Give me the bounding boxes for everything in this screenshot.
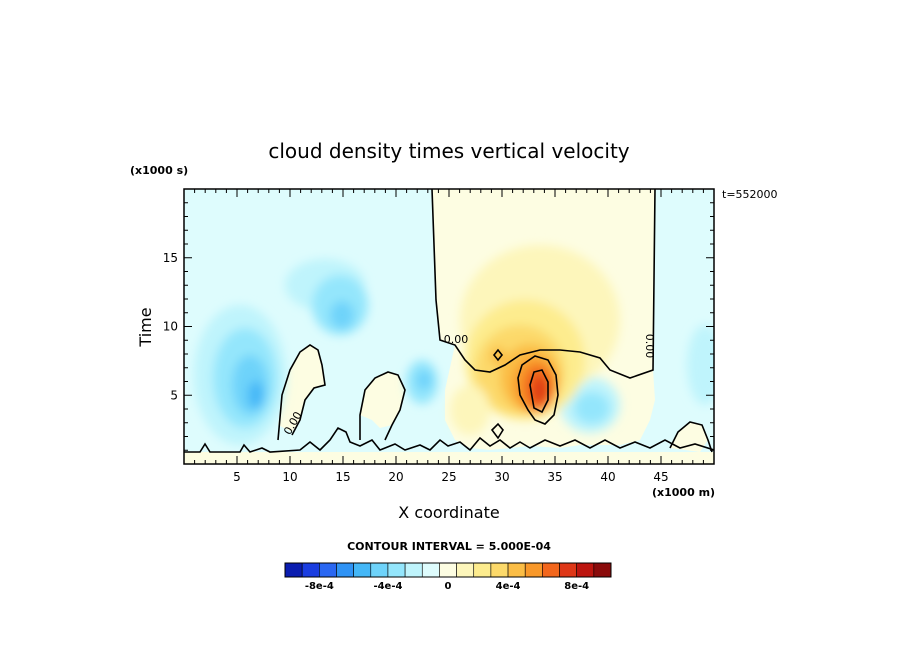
- colorbar-swatch: [576, 562, 595, 578]
- colorbar-label: -8e-4: [305, 581, 334, 592]
- x-tick-label: 40: [600, 470, 615, 484]
- pos-core: [533, 376, 547, 404]
- colorbar-swatch: [319, 562, 337, 578]
- colorbar-swatch: [336, 562, 354, 578]
- zero-contour-main: [431, 189, 656, 379]
- colorbar-swatch: [301, 562, 320, 578]
- y-axis-label: Time: [136, 307, 155, 347]
- colorbar-swatch: [370, 562, 389, 578]
- positive-bump-b: [360, 372, 405, 428]
- colorbar-swatch: [421, 562, 440, 578]
- contour-interval: CONTOUR INTERVAL = 5.000E-04: [347, 540, 551, 553]
- colorbar-frame: [284, 562, 612, 578]
- colorbar-swatch: [524, 562, 543, 578]
- colorbar-swatch: [593, 562, 612, 578]
- neg-mid-core: [416, 370, 432, 390]
- contour-hatch: [490, 422, 504, 440]
- neg-right-inner: [574, 392, 610, 424]
- x-tick-label: 5: [233, 470, 241, 484]
- colorbar-label: 0: [445, 581, 452, 592]
- y-tick-label: 15: [163, 251, 178, 265]
- colorbar-swatch: [559, 562, 577, 578]
- x-tick-label: 30: [494, 470, 509, 484]
- x-unit-label: (x1000 m): [652, 486, 715, 499]
- neg-upper-inner: [330, 301, 354, 329]
- positive-bump-a: [278, 345, 325, 432]
- colorbar-swatch: [473, 562, 492, 578]
- y-tick-labels: 5 10 15: [163, 251, 178, 403]
- neg-left-inner: [232, 355, 268, 415]
- axis-ticks: [184, 189, 714, 464]
- time-label: t=552000: [722, 188, 778, 201]
- contour-label-3: 0.00: [643, 334, 656, 359]
- zero-contour-surface: [184, 426, 714, 453]
- colorbar-label: 8e-4: [564, 581, 589, 592]
- chart-title: cloud density times vertical velocity: [268, 139, 629, 163]
- x-axis-label: X coordinate: [398, 503, 499, 522]
- y-tick-label: 5: [170, 388, 178, 402]
- zero-contours: [184, 189, 714, 453]
- colorbar-swatch: [439, 562, 457, 578]
- contour-label-1: 0.00: [444, 333, 469, 346]
- neg-left-core: [248, 381, 264, 409]
- colorbar-swatch: [353, 562, 372, 578]
- colorbar-label: -4e-4: [373, 581, 402, 592]
- contour-core-inner: [529, 369, 549, 414]
- x-tick-label: 20: [388, 470, 403, 484]
- colorbar-swatch: [490, 562, 509, 578]
- x-tick-label: 25: [441, 470, 456, 484]
- colorbar-swatch: [542, 562, 560, 578]
- y-tick-label: 10: [163, 320, 178, 334]
- colorbar-swatch: [507, 562, 526, 578]
- x-tick-label: 15: [335, 470, 350, 484]
- x-tick-label: 35: [547, 470, 562, 484]
- zero-contour-bump-c: [669, 421, 713, 453]
- x-tick-label: 45: [653, 470, 668, 484]
- colorbar-swatch: [456, 562, 475, 578]
- colorbar-label: 4e-4: [496, 581, 521, 592]
- y-unit-label: (x1000 s): [130, 164, 188, 177]
- neg-edge: [687, 325, 714, 405]
- pos-lower: [450, 385, 490, 435]
- contour-core-outer: [517, 355, 559, 425]
- x-tick-labels: 5 10 15 20 25 30 35 40 45: [233, 470, 668, 484]
- x-tick-label: 10: [282, 470, 297, 484]
- colorbar-swatch: [387, 562, 406, 578]
- colorbar: [284, 562, 612, 578]
- pos-secondary: [490, 347, 506, 365]
- colorbar-swatch: [284, 562, 303, 578]
- colorbar-swatch: [404, 562, 423, 578]
- contour-small: [492, 348, 504, 362]
- plot-area: 0.00 0.00 0.00: [184, 189, 714, 464]
- zero-contour-bump-b: [359, 371, 406, 441]
- zero-contour-bump-a: [277, 344, 326, 441]
- colorbar-labels: -8e-4 -4e-4 0 4e-4 8e-4: [305, 581, 589, 592]
